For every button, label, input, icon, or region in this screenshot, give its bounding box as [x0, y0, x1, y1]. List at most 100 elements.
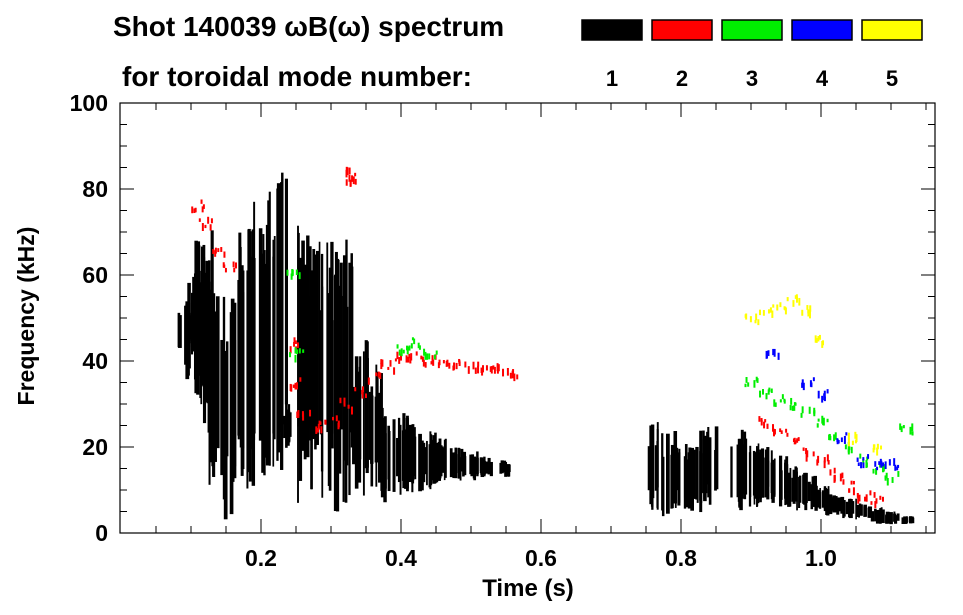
- spectrum-mark: [492, 365, 495, 370]
- spectrum-mark: [356, 371, 361, 468]
- spectrum-mark: [771, 310, 774, 318]
- spectrum-mark: [650, 436, 654, 507]
- spectrum-mark: [875, 498, 878, 504]
- spectrum-mark: [897, 464, 900, 468]
- spectrum-mark: [381, 418, 385, 475]
- spectrum-mark: [791, 477, 794, 502]
- legend-label: 3: [746, 66, 758, 91]
- spectrum-mark: [817, 489, 820, 508]
- spectrum-mark: [194, 207, 197, 213]
- spectrum-mark: [394, 358, 397, 362]
- spectrum-mark: [695, 446, 698, 500]
- spectrum-mark: [315, 426, 318, 434]
- spectrum-mark: [879, 495, 882, 500]
- spectrum-mark: [865, 494, 868, 502]
- spectrum-mark: [894, 464, 897, 471]
- spectrum-mark: [191, 206, 194, 214]
- spectrum-mark: [213, 311, 217, 462]
- spectrum-mark: [772, 304, 775, 308]
- spectrum-mark: [370, 386, 374, 487]
- spectrum-mark: [268, 191, 271, 466]
- spectrum-mark: [867, 506, 872, 516]
- spectrum-mark: [209, 224, 212, 231]
- spectrum-mark: [421, 442, 426, 483]
- spectrum-mark: [339, 397, 342, 404]
- spectrum-mark: [506, 464, 509, 476]
- spectrum-mark: [432, 359, 435, 366]
- spectrum-mark: [707, 426, 710, 498]
- spectrum-mark: [449, 448, 453, 478]
- series-mode-1: [177, 172, 915, 525]
- legend: 1 2 3 4 5: [581, 19, 923, 91]
- spectrum-mark: [661, 456, 665, 517]
- spectrum-mark: [396, 437, 400, 477]
- spectrum-mark: [759, 390, 762, 398]
- y-tick-label: 40: [82, 348, 108, 374]
- spectrum-mark: [859, 453, 862, 459]
- spectrum-mark: [302, 349, 305, 353]
- spectrum-mark: [483, 460, 486, 475]
- spectrum-mark: [303, 264, 307, 460]
- spectrum-mark: [833, 474, 836, 482]
- spectrum-mark: [202, 272, 207, 424]
- spectrum-mark: [289, 412, 292, 437]
- spectrum-mark: [299, 298, 302, 471]
- spectrum-mark: [258, 228, 263, 441]
- spectrum-mark: [251, 229, 256, 486]
- spectrum-mark: [295, 269, 298, 276]
- spectrum-mark: [767, 309, 770, 314]
- spectrum-mark: [411, 337, 414, 341]
- spectrum-mark: [364, 393, 367, 399]
- spectrum-mark: [200, 270, 203, 405]
- spectrum-mark: [426, 440, 428, 486]
- spectrum-mark: [826, 488, 830, 516]
- spectrum-mark: [823, 486, 827, 509]
- spectrum-mark: [787, 472, 791, 507]
- spectrum-mark: [736, 444, 739, 498]
- spectrum-mark: [222, 350, 227, 470]
- spectrum-mark: [833, 434, 836, 442]
- spectrum-mark: [802, 447, 805, 451]
- spectrum-mark: [762, 310, 765, 316]
- spectrum-mark: [430, 361, 433, 365]
- legend-swatch: [791, 19, 853, 41]
- spectrum-mark: [214, 247, 217, 254]
- spectrum-mark: [302, 413, 305, 421]
- spectrum-mark: [872, 468, 875, 474]
- spectrum-mark: [464, 361, 467, 368]
- spectrum-mark: [798, 297, 801, 306]
- spectrum-mark: [400, 348, 403, 357]
- spectrum-mark: [879, 458, 882, 466]
- spectrum-mark: [452, 452, 455, 479]
- spectrum-mark: [758, 452, 762, 499]
- spectrum-mark: [480, 367, 483, 373]
- spectrum-mark: [674, 460, 678, 490]
- spectrum-mark: [338, 285, 342, 474]
- spectrum-mark: [911, 431, 914, 436]
- spectrum-mark: [848, 488, 851, 493]
- spectrum-mark: [296, 411, 299, 419]
- spectrum-mark: [828, 434, 831, 441]
- spectrum-mark: [860, 462, 863, 469]
- spectrum-mark: [857, 495, 860, 504]
- spectrum-mark: [858, 507, 861, 518]
- spectrum-mark: [852, 501, 855, 514]
- spectrum-mark: [389, 360, 392, 367]
- spectrum-mark: [209, 289, 212, 442]
- spectrum-mark: [289, 352, 292, 358]
- series-mode-4: [765, 348, 900, 471]
- spectrum-mark: [320, 426, 323, 434]
- spectrum-mark: [513, 373, 516, 382]
- spectrum-mark: [380, 359, 383, 365]
- spectrum-mark: [649, 425, 652, 505]
- spectrum-mark: [770, 388, 773, 393]
- spectrum-mark: [800, 412, 803, 418]
- legend-swatch: [721, 19, 783, 41]
- spectrum-mark: [431, 439, 434, 478]
- spectrum-mark: [828, 434, 831, 438]
- spectrum-mark: [816, 423, 819, 428]
- spectrum-mark: [805, 453, 808, 462]
- spectrum-mark: [197, 241, 201, 364]
- spectrum-mark: [862, 458, 865, 465]
